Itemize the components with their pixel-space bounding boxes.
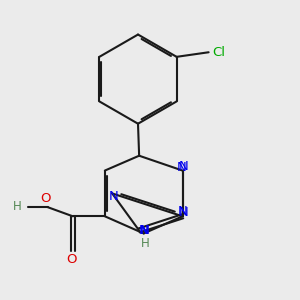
Text: N: N (139, 224, 148, 237)
Text: H: H (12, 200, 21, 212)
Text: N: N (179, 206, 189, 219)
Text: N: N (140, 224, 150, 236)
Text: O: O (40, 191, 51, 205)
Text: Cl: Cl (212, 46, 225, 59)
Text: N: N (177, 160, 186, 174)
Text: N: N (109, 190, 118, 203)
Text: N: N (178, 205, 188, 218)
Text: O: O (66, 253, 77, 266)
Text: H: H (140, 237, 149, 250)
Text: N: N (179, 160, 189, 172)
Text: N: N (140, 224, 150, 237)
